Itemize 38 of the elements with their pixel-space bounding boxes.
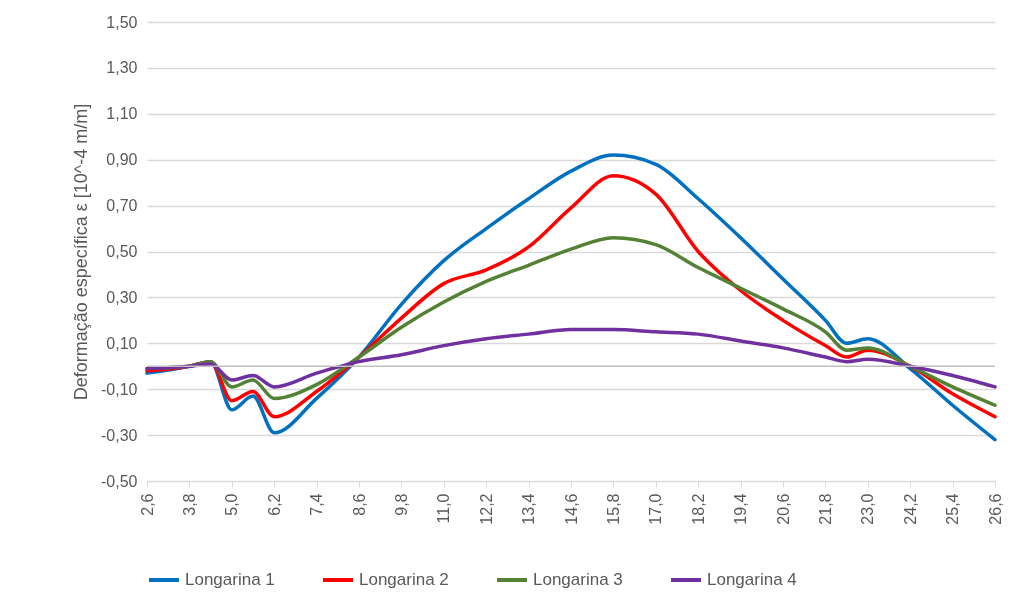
y-tick-label: 0,10	[106, 334, 138, 352]
y-tick-label: 0,90	[106, 151, 138, 169]
y-tick-label: 0,30	[106, 288, 138, 306]
x-tick-label: 14,6	[562, 493, 580, 525]
x-tick-label: 23,0	[859, 493, 877, 525]
y-tick-label: 0,70	[106, 197, 138, 215]
x-tick-label: 19,4	[732, 493, 750, 525]
x-tick-label: 5,0	[223, 493, 241, 516]
x-tick-label: 6,2	[265, 493, 283, 516]
x-tick-label: 13,4	[520, 493, 538, 525]
x-tick-label: 18,2	[689, 493, 707, 525]
x-tick-label: 17,0	[647, 493, 665, 525]
x-tick-label: 2,6	[138, 493, 156, 516]
x-tick-label: 9,8	[392, 493, 410, 516]
y-tick-label: -0,30	[101, 426, 138, 444]
x-tick-label: 11,0	[435, 493, 453, 524]
x-tick-label: 25,4	[944, 493, 962, 525]
legend-label: Longarina 2	[359, 570, 449, 589]
legend-label: Longarina 4	[707, 570, 797, 589]
y-tick-label: -0,50	[101, 472, 138, 490]
y-tick-label: 1,30	[106, 59, 138, 77]
y-tick-label: -0,10	[101, 380, 138, 398]
y-axis-title: Deformação específica ε [10^-4 m/m]	[71, 103, 92, 401]
x-tick-label: 24,2	[901, 493, 919, 525]
x-tick-label: 12,2	[477, 493, 495, 525]
x-tick-label: 20,6	[774, 493, 792, 525]
line-series	[145, 327, 997, 389]
x-tick-label: 7,4	[308, 493, 326, 516]
y-tick-label: 1,50	[106, 13, 138, 31]
legend-label: Longarina 1	[185, 570, 275, 589]
y-tick-label: 1,10	[106, 105, 138, 123]
x-tick-label: 3,8	[180, 493, 198, 516]
legend-label: Longarina 3	[533, 570, 623, 589]
x-tick-label: 21,8	[816, 493, 834, 525]
x-tick-label: 26,6	[986, 493, 1004, 525]
y-tick-label: 0,50	[106, 243, 138, 260]
x-tick-label: 8,6	[350, 493, 368, 516]
x-tick-label: 15,8	[604, 493, 622, 525]
